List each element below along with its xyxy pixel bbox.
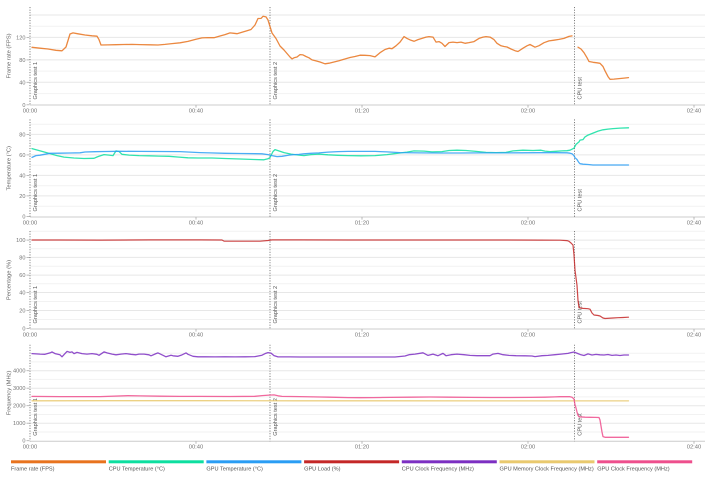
svg-text:Temperature (°C): Temperature (°C) (7, 146, 13, 191)
svg-text:2000: 2000 (13, 404, 25, 410)
svg-text:Percentage (%): Percentage (%) (7, 260, 13, 300)
svg-text:0: 0 (22, 439, 25, 445)
svg-text:20: 20 (19, 194, 25, 200)
svg-text:Graphics test 2: Graphics test 2 (273, 174, 279, 212)
svg-text:02:40: 02:40 (687, 332, 702, 338)
svg-text:Frequency (MHz): Frequency (MHz) (7, 370, 13, 415)
svg-text:120: 120 (16, 35, 25, 41)
svg-text:02:00: 02:00 (521, 445, 536, 451)
svg-text:02:40: 02:40 (687, 108, 702, 114)
svg-text:CPU test: CPU test (578, 189, 584, 212)
svg-text:80: 80 (19, 58, 25, 64)
svg-text:00:40: 00:40 (189, 220, 204, 226)
svg-text:00:40: 00:40 (189, 108, 204, 114)
svg-text:80: 80 (19, 255, 25, 261)
svg-text:Frame rate (FPS): Frame rate (FPS) (7, 33, 13, 78)
svg-text:Graphics test 2: Graphics test 2 (273, 286, 279, 324)
svg-text:Graphics test 2: Graphics test 2 (273, 62, 279, 100)
svg-text:02:40: 02:40 (687, 220, 702, 226)
svg-text:Graphics test 1: Graphics test 1 (33, 398, 39, 436)
svg-text:GPU Memory Clock Frequency (MH: GPU Memory Clock Frequency (MHz) (500, 467, 594, 473)
svg-text:Graphics test 1: Graphics test 1 (33, 174, 39, 212)
svg-text:CPU Clock Frequency (MHz): CPU Clock Frequency (MHz) (402, 467, 474, 473)
svg-text:CPU Temperature (°C): CPU Temperature (°C) (109, 467, 165, 473)
svg-text:0: 0 (22, 214, 25, 220)
svg-text:00:00: 00:00 (23, 220, 38, 226)
svg-text:4000: 4000 (13, 369, 25, 375)
svg-text:01:20: 01:20 (355, 445, 370, 451)
svg-text:00:40: 00:40 (189, 445, 204, 451)
svg-text:0: 0 (22, 103, 25, 109)
svg-text:01:20: 01:20 (355, 220, 370, 226)
svg-text:60: 60 (19, 273, 25, 279)
svg-text:20: 20 (19, 309, 25, 315)
svg-text:00:00: 00:00 (23, 108, 38, 114)
svg-text:80: 80 (19, 132, 25, 138)
svg-text:0: 0 (22, 326, 25, 332)
svg-text:02:00: 02:00 (521, 108, 536, 114)
svg-text:40: 40 (19, 80, 25, 86)
svg-text:00:40: 00:40 (189, 332, 204, 338)
svg-text:Frame rate (FPS): Frame rate (FPS) (11, 467, 55, 473)
svg-text:Graphics test 1: Graphics test 1 (33, 62, 39, 100)
svg-text:02:40: 02:40 (687, 445, 702, 451)
svg-text:1000: 1000 (13, 421, 25, 427)
svg-text:Graphics test 2: Graphics test 2 (273, 398, 279, 436)
svg-text:GPU Load (%): GPU Load (%) (304, 467, 341, 473)
svg-text:GPU Clock Frequency (MHz): GPU Clock Frequency (MHz) (597, 467, 670, 473)
svg-text:60: 60 (19, 153, 25, 159)
svg-text:40: 40 (19, 173, 25, 179)
svg-text:02:00: 02:00 (521, 220, 536, 226)
svg-text:100: 100 (16, 238, 25, 244)
svg-text:01:20: 01:20 (355, 332, 370, 338)
svg-text:00:00: 00:00 (23, 332, 38, 338)
svg-text:00:00: 00:00 (23, 445, 38, 451)
svg-text:CPU test: CPU test (578, 413, 584, 436)
svg-text:CPU test: CPU test (578, 301, 584, 324)
svg-text:02:00: 02:00 (521, 332, 536, 338)
svg-text:3000: 3000 (13, 386, 25, 392)
svg-text:GPU Temperature (°C): GPU Temperature (°C) (206, 467, 263, 473)
svg-text:CPU test: CPU test (578, 77, 584, 100)
svg-text:40: 40 (19, 291, 25, 297)
svg-text:Graphics test 1: Graphics test 1 (33, 286, 39, 324)
svg-text:01:20: 01:20 (355, 108, 370, 114)
